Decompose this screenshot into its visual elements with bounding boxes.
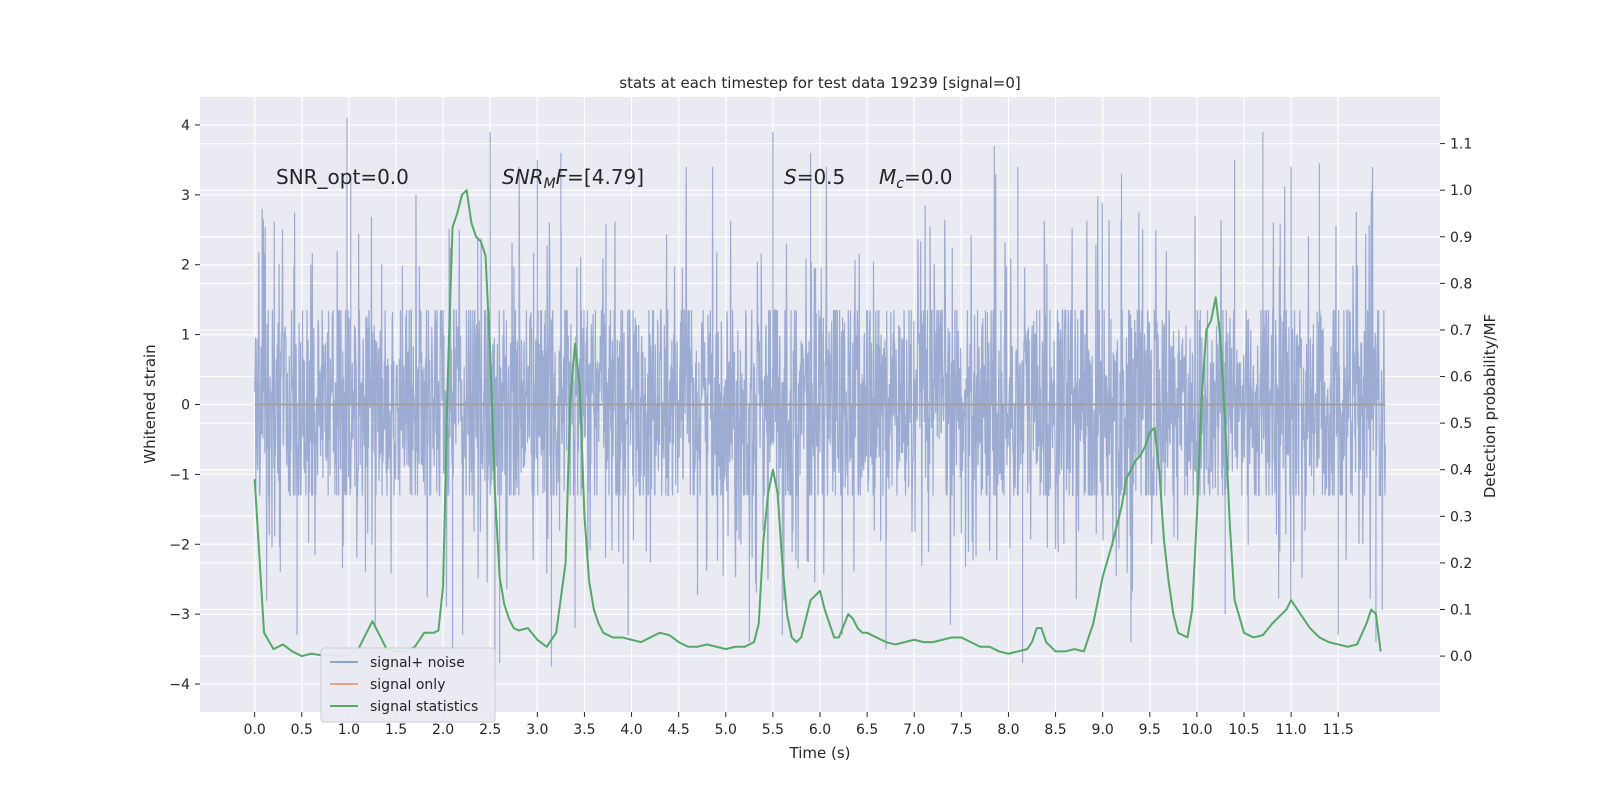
x-axis-ticks: 0.0 0.5 1.0 1.5 2.0 2.5 3.0 3.5 4.0 4.5 5.0 5.5 6.0 6… [244, 712, 1354, 738]
annotation-snr-mf-f: F [556, 165, 568, 189]
x-tick-label-4: 2.0 [432, 722, 454, 738]
legend-label-signal-statistics: signal statistics [370, 699, 478, 715]
chart-title: stats at each timestep for test data 192… [619, 74, 1020, 92]
x-tick-label-23: 11.5 [1323, 722, 1354, 738]
x-tick-label-1: 0.5 [291, 722, 313, 738]
x-tick-label-20: 10.0 [1181, 722, 1212, 738]
x-tick-label-2: 1.0 [338, 722, 360, 738]
annotation-snr-mf: SNRMF=[4.79] [502, 165, 644, 192]
y-right-axis-ticks: 1.1 1.0 0.9 0.8 0.7 0.6 0.5 0.4 0.3 0.2 0.1 0.0 [1440, 137, 1472, 665]
x-tick-label-7: 3.5 [573, 722, 595, 738]
annotation-s: S=0.5 [784, 165, 845, 189]
y-right-axis-label: Detection probability/MF [1481, 314, 1499, 498]
yr-tick-label-11: 0.0 [1450, 649, 1472, 665]
legend: signal+ noise signal only signal statist… [320, 647, 496, 723]
x-tick-label-9: 4.5 [668, 722, 690, 738]
annotation-snr-mf-value: =[4.79] [567, 165, 644, 189]
signal-plus-noise-line [254, 117, 1386, 678]
x-tick-label-13: 6.5 [856, 722, 878, 738]
x-tick-label-12: 6.0 [809, 722, 831, 738]
yr-tick-label-2: 0.9 [1450, 230, 1472, 246]
annotation-mc-value: =0.0 [904, 165, 953, 189]
x-axis-label: Time (s) [789, 744, 851, 762]
annotation-snr-mf-base: SNR [502, 165, 544, 189]
x-tick-label-8: 4.0 [620, 722, 642, 738]
yl-tick-label-6: −2 [169, 537, 190, 553]
x-tick-label-19: 9.5 [1139, 722, 1161, 738]
series-signal-plus-noise [254, 117, 1386, 678]
y-left-axis-ticks: 4 3 2 1 0 −1 −2 −3 −4 [169, 118, 200, 693]
legend-label-signal-only: signal only [370, 677, 445, 693]
legend-label-signal-plus-noise: signal+ noise [370, 655, 465, 671]
x-tick-label-10: 5.0 [715, 722, 737, 738]
legend-box [320, 647, 496, 723]
yr-tick-label-1: 1.0 [1450, 183, 1472, 199]
yl-tick-label-5: −1 [169, 467, 190, 483]
annotation-snr-mf-sub: M [544, 176, 556, 192]
yr-tick-label-8: 0.3 [1450, 509, 1472, 525]
yl-tick-label-7: −3 [169, 607, 190, 623]
x-tick-label-5: 2.5 [479, 722, 501, 738]
yr-tick-label-7: 0.4 [1450, 463, 1472, 479]
yr-tick-label-4: 0.7 [1450, 323, 1472, 339]
x-tick-label-17: 8.5 [1044, 722, 1066, 738]
x-tick-label-11: 5.5 [762, 722, 784, 738]
yr-tick-label-9: 0.2 [1450, 556, 1472, 572]
x-tick-label-22: 11.0 [1276, 722, 1307, 738]
yl-tick-label-3: 1 [181, 328, 190, 344]
x-tick-label-6: 3.0 [526, 722, 548, 738]
yl-tick-label-8: −4 [169, 677, 190, 693]
yr-tick-label-3: 0.8 [1450, 276, 1472, 292]
yl-tick-label-0: 4 [181, 118, 190, 134]
annotation-s-value: =0.5 [797, 165, 846, 189]
yr-tick-label-5: 0.6 [1450, 370, 1472, 386]
x-tick-label-0: 0.0 [244, 722, 266, 738]
yr-tick-label-0: 1.1 [1450, 137, 1472, 153]
signal-statistics-line [253, 189, 1382, 658]
yl-tick-label-4: 0 [181, 398, 190, 414]
x-tick-label-21: 10.5 [1228, 722, 1259, 738]
y-left-axis-label: Whitened strain [141, 344, 159, 463]
x-tick-label-3: 1.5 [385, 722, 407, 738]
x-tick-label-16: 8.0 [997, 722, 1019, 738]
annotation-s-var: S [784, 165, 797, 189]
yr-tick-label-10: 0.1 [1450, 603, 1472, 619]
x-tick-label-18: 9.0 [1092, 722, 1114, 738]
annotation-mc-sub: c [896, 176, 904, 192]
annotation-mc-var: M [879, 165, 896, 189]
x-tick-label-14: 7.0 [903, 722, 925, 738]
annotation-mc: Mc=0.0 [879, 165, 953, 192]
yl-tick-label-1: 3 [181, 188, 190, 204]
x-tick-label-15: 7.5 [950, 722, 972, 738]
annotation-snr-opt: SNR_opt=0.0 [276, 165, 409, 189]
series-signal-statistics [253, 189, 1382, 658]
yr-tick-label-6: 0.5 [1450, 416, 1472, 432]
yl-tick-label-2: 2 [181, 258, 190, 274]
